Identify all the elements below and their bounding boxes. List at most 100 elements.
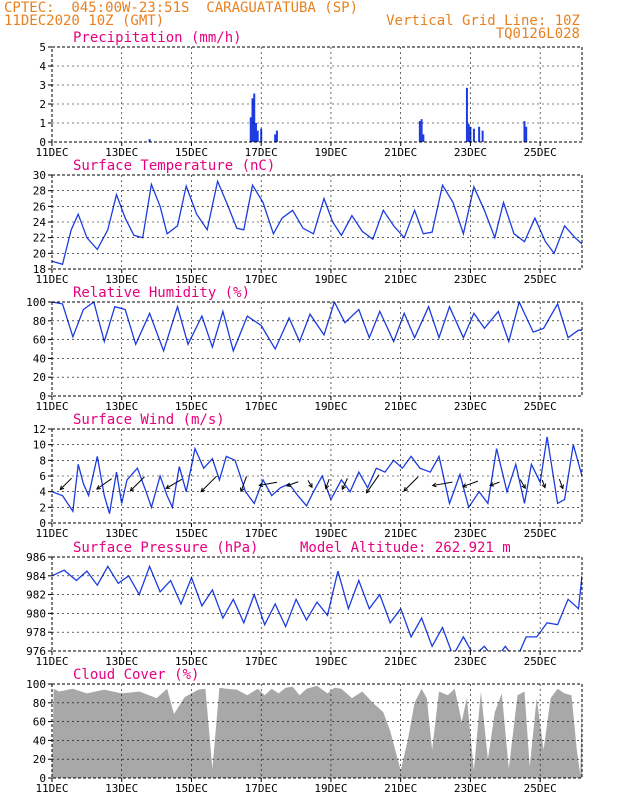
wind-arrow — [59, 477, 72, 490]
x-tick-label: 19DEC — [314, 146, 347, 159]
precip-bar — [254, 123, 257, 142]
x-tick-label: 19DEC — [314, 400, 347, 413]
wind-arrow-head — [59, 485, 65, 491]
wind-arrow-head — [258, 482, 264, 488]
wind-arrow-head — [559, 484, 564, 490]
y-tick-label: 978 — [26, 626, 46, 639]
x-tick-label: 11DEC — [35, 527, 68, 540]
x-tick-label: 19DEC — [314, 273, 347, 286]
series-line — [52, 564, 582, 651]
x-tick-label: 21DEC — [384, 400, 417, 413]
x-tick-label: 19DEC — [314, 527, 347, 540]
x-tick-label: 13DEC — [105, 400, 138, 413]
wind-arrow — [366, 474, 380, 494]
x-tick-label: 11DEC — [35, 273, 68, 286]
precip-bar — [525, 126, 528, 142]
precip-bar — [420, 119, 423, 142]
wind-arrow — [325, 478, 330, 489]
x-tick-label: 23DEC — [454, 400, 487, 413]
wind-arrow — [341, 478, 348, 490]
y-tick-label: 28 — [33, 185, 46, 198]
series-line-group — [52, 302, 582, 353]
precip-bar — [148, 139, 151, 142]
y-tick-label: 60 — [33, 334, 46, 347]
y-tick-label: 80 — [33, 697, 46, 710]
wind-arrow-head — [403, 486, 409, 492]
precip-bar — [256, 130, 259, 142]
wind-arrow — [240, 476, 247, 492]
y-tick-label: 10 — [33, 439, 46, 452]
wind-arrow-head — [286, 482, 291, 487]
cloud-cover-area — [52, 685, 582, 778]
series-line — [52, 436, 582, 514]
x-tick-label: 21DEC — [384, 655, 417, 668]
precip-bar — [478, 126, 481, 142]
wind-arrow-head — [165, 484, 171, 489]
y-tick-label: 5 — [39, 41, 46, 54]
y-tick-label: 0 — [39, 772, 46, 785]
precip-bar — [274, 134, 277, 142]
panel-title: Surface Wind (m/s) — [73, 412, 225, 428]
x-tick-label: 17DEC — [245, 782, 278, 795]
y-tick-label: 984 — [26, 570, 46, 583]
y-tick-label: 8 — [39, 454, 46, 467]
x-tick-label: 13DEC — [105, 782, 138, 795]
wind-arrow-head — [521, 484, 526, 490]
y-tick-label: 2 — [39, 501, 46, 514]
x-tick-label: 25DEC — [524, 655, 557, 668]
x-tick-label: 19DEC — [314, 655, 347, 668]
y-tick-label: 80 — [33, 315, 46, 328]
precip-bar — [253, 93, 256, 142]
precip-bar — [481, 130, 484, 142]
panel-frame — [51, 301, 583, 397]
y-tick-label: 4 — [39, 486, 46, 499]
wind-arrow-head — [541, 483, 547, 489]
x-tick-label: 23DEC — [454, 273, 487, 286]
precip-bar — [249, 117, 252, 142]
y-tick-label: 20 — [33, 753, 46, 766]
x-tick-label: 15DEC — [175, 400, 208, 413]
panel-title: Surface Temperature (nC) — [73, 158, 275, 174]
wind-arrow-head — [489, 482, 495, 487]
x-tick-label: 23DEC — [454, 146, 487, 159]
panel-frame — [51, 556, 583, 652]
x-tick-label: 25DEC — [524, 146, 557, 159]
x-tick-label: 25DEC — [524, 273, 557, 286]
x-tick-label: 25DEC — [524, 782, 557, 795]
x-tick-label: 15DEC — [175, 655, 208, 668]
y-tick-label: 2 — [39, 98, 46, 111]
x-tick-label: 25DEC — [524, 527, 557, 540]
y-tick-label: 100 — [26, 678, 46, 691]
x-tick-label: 13DEC — [105, 655, 138, 668]
y-tick-label: 976 — [26, 645, 46, 658]
x-tick-label: 15DEC — [175, 273, 208, 286]
y-tick-label: 0 — [39, 390, 46, 403]
x-tick-label: 11DEC — [35, 400, 68, 413]
x-tick-label: 25DEC — [524, 400, 557, 413]
precip-bar — [422, 134, 425, 142]
panel-title: Relative Humidity (%) — [73, 285, 250, 301]
y-tick-label: 4 — [39, 60, 46, 73]
y-tick-label: 40 — [33, 352, 46, 365]
x-tick-label: 15DEC — [175, 146, 208, 159]
wind-arrow — [403, 476, 419, 492]
x-tick-label: 23DEC — [454, 655, 487, 668]
y-tick-label: 22 — [33, 232, 46, 245]
wind-arrow-head — [431, 482, 437, 488]
header-run-date: 11DEC2020 10Z (GMT) — [4, 13, 165, 29]
wind-arrow-head — [324, 484, 330, 490]
precip-bar — [260, 128, 263, 142]
x-tick-label: 17DEC — [245, 400, 278, 413]
x-tick-label: 17DEC — [245, 273, 278, 286]
wind-arrow — [558, 478, 564, 489]
x-tick-label: 23DEC — [454, 527, 487, 540]
precip-bar — [275, 130, 278, 142]
wind-arrow — [286, 481, 299, 487]
y-tick-label: 20 — [33, 371, 46, 384]
x-tick-label: 13DEC — [105, 527, 138, 540]
wind-arrow — [130, 476, 145, 492]
x-tick-label: 11DEC — [35, 146, 68, 159]
header-station: CPTEC: 045:00W-23:51S CARAGUATATUBA (SP) — [4, 0, 359, 16]
y-tick-label: 18 — [33, 263, 46, 276]
y-tick-label: 986 — [26, 551, 46, 564]
